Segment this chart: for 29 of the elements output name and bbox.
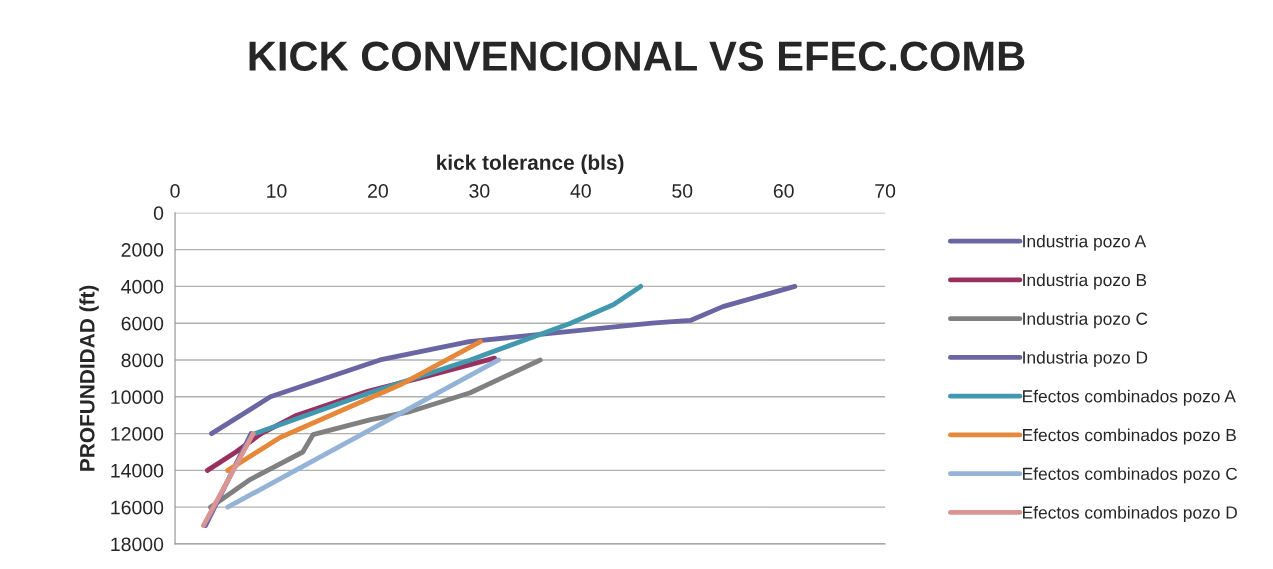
y-tick-label: 6000 <box>121 316 164 331</box>
x-tick-label: 20 <box>368 184 388 198</box>
y-tick-label: 10000 <box>111 390 164 405</box>
y-axis-title: PROFUNDIDAD (ft) <box>79 285 99 471</box>
legend-label: Industria pozo D <box>1023 350 1148 368</box>
legend-label: Efectos combinados pozo B <box>1023 428 1236 445</box>
x-tick-label: 70 <box>875 184 896 198</box>
x-tick-label: 0 <box>170 184 180 198</box>
legend-label: Industria pozo B <box>1023 273 1147 290</box>
y-tick-label: 18000 <box>111 537 164 552</box>
y-tick-label: 0 <box>153 206 164 221</box>
legend-label: Efectos combinados pozo A <box>1023 389 1236 406</box>
y-tick-label: 12000 <box>111 427 164 441</box>
y-tick-label: 8000 <box>121 353 164 368</box>
legend-label: Industria pozo A <box>1023 234 1147 251</box>
y-tick-label: 4000 <box>121 279 164 294</box>
y-tick-label: 2000 <box>121 243 164 257</box>
legend-label: Efectos combinados pozo D <box>1023 505 1237 523</box>
y-tick-label: 14000 <box>111 463 164 478</box>
x-axis-title: kick tolerance (bls) <box>437 154 624 174</box>
x-tick-label: 10 <box>267 184 287 198</box>
x-tick-label: 60 <box>773 184 794 198</box>
x-tick-label: 50 <box>672 184 693 198</box>
x-tick-label: 30 <box>469 184 490 198</box>
legend-label: Efectos combinados pozo C <box>1023 467 1238 484</box>
y-tick-label: 16000 <box>111 500 164 515</box>
legend-label: Industria pozo C <box>1023 312 1148 329</box>
x-tick-label: 40 <box>570 184 591 198</box>
chart-title: KICK CONVENCIONAL VS EFEC.COMB <box>249 41 1025 71</box>
